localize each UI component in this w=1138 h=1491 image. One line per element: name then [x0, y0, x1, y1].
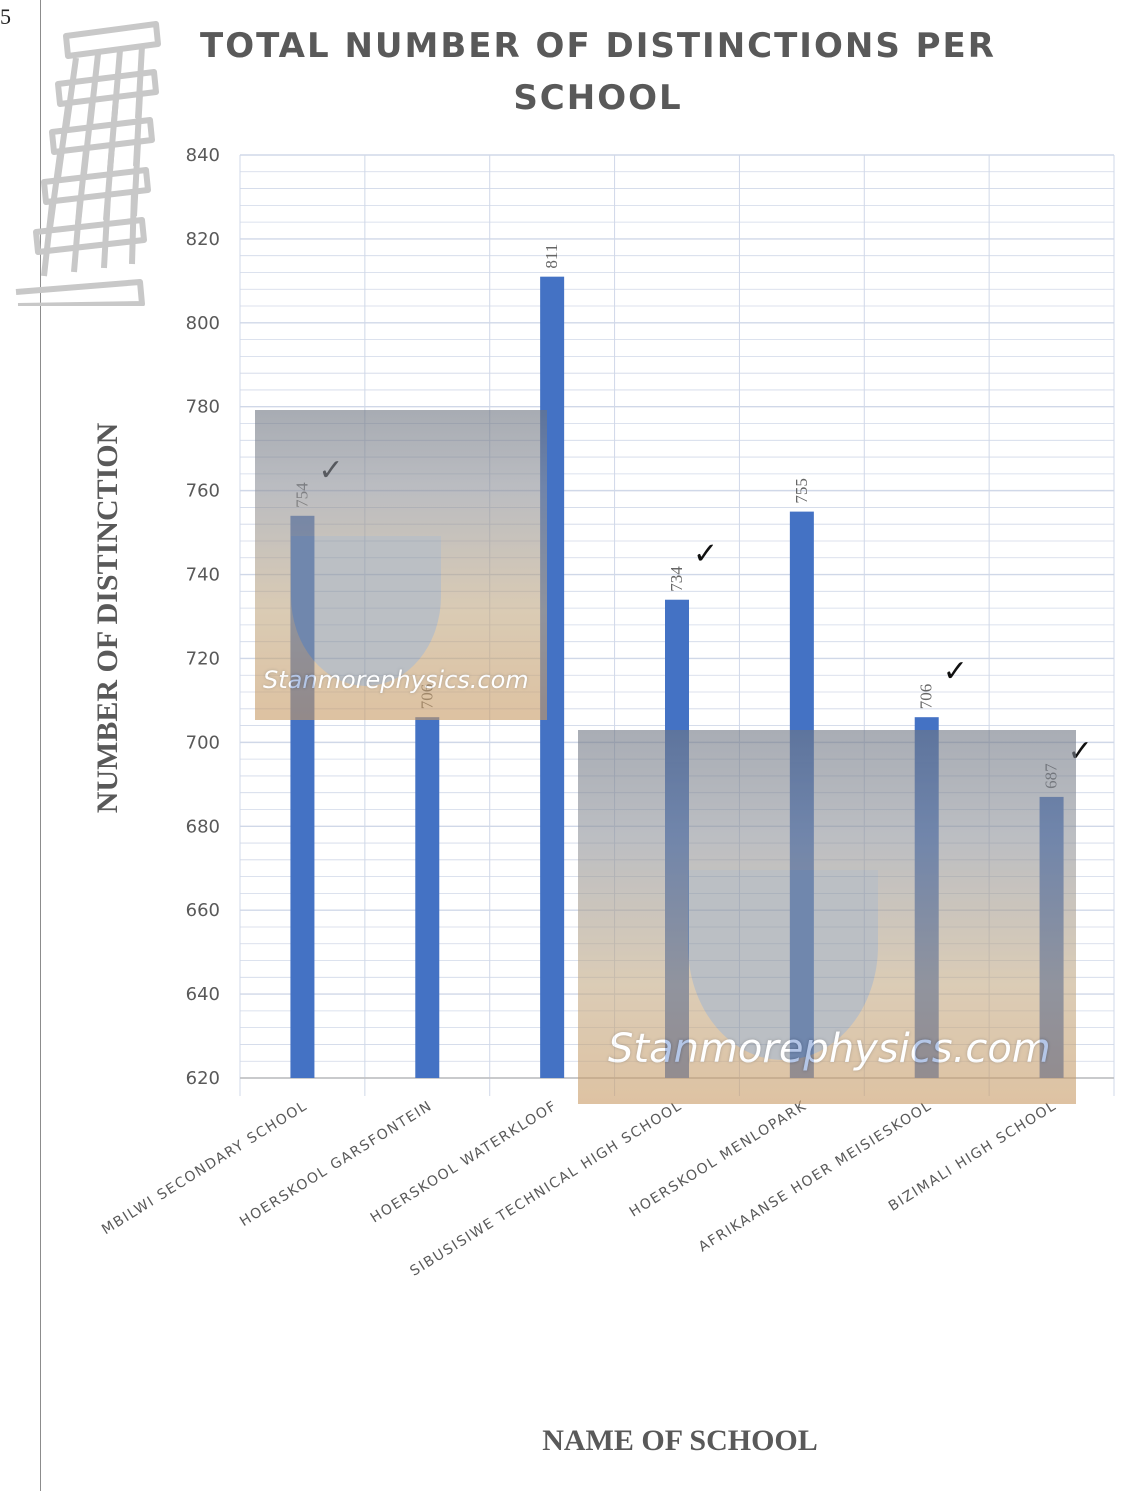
- chart-title-line-1: TOTAL NUMBER OF DISTINCTIONS PER: [200, 26, 996, 66]
- x-axis-label: NAME OF SCHOOL: [542, 1424, 818, 1457]
- data-label: 811: [542, 244, 561, 269]
- y-tick-label: 720: [186, 648, 220, 669]
- watermark-image: Stanmorephysics.com: [255, 410, 547, 720]
- checkmark-icon: ✓: [943, 654, 968, 689]
- labels: 620640660680700720740760780800820840754✓…: [99, 145, 1093, 1280]
- y-tick-label: 760: [186, 481, 220, 502]
- y-tick-label: 660: [186, 900, 220, 921]
- y-tick-label: 620: [186, 1068, 220, 1089]
- x-tick-label: MBILWI SECONDARY SCHOOL: [99, 1098, 310, 1238]
- x-tick-label: AFRIKAANSE HOER MEISIESKOOL: [696, 1098, 935, 1256]
- page-number: 5: [0, 4, 11, 29]
- plant-pot-icon: [291, 536, 441, 686]
- watermark-image: Stanmorephysics.com: [578, 730, 1076, 1104]
- y-axis-label: NUMBER OF DISTINCTION: [91, 422, 124, 814]
- y-tick-label: 800: [186, 313, 220, 334]
- x-tick-label: SIBUSISIWE TECHNICAL HIGH SCHOOL: [407, 1098, 685, 1280]
- bar: [415, 717, 440, 1078]
- watermark-text: Stanmorephysics.com: [263, 666, 529, 694]
- chart-title-line-2: SCHOOL: [513, 78, 683, 118]
- y-tick-label: 640: [186, 984, 220, 1005]
- data-label: 734: [667, 566, 686, 592]
- plant-pot-icon: [688, 870, 878, 1060]
- y-tick-label: 820: [186, 229, 220, 250]
- y-tick-label: 680: [186, 816, 220, 837]
- data-label: 706: [917, 684, 936, 710]
- watermark-text: Stanmorephysics.com: [608, 1026, 1051, 1072]
- data-label: 755: [792, 478, 811, 504]
- y-tick-label: 780: [186, 397, 220, 418]
- y-tick-label: 840: [186, 145, 220, 166]
- y-tick-label: 740: [186, 565, 220, 586]
- y-tick-label: 700: [186, 732, 220, 753]
- leaning-tower-icon: [15, 21, 161, 306]
- checkmark-icon: ✓: [693, 537, 718, 572]
- x-tick-label: HOERSKOOL GARSFONTEIN: [237, 1098, 435, 1230]
- margin-rule: [40, 0, 41, 1491]
